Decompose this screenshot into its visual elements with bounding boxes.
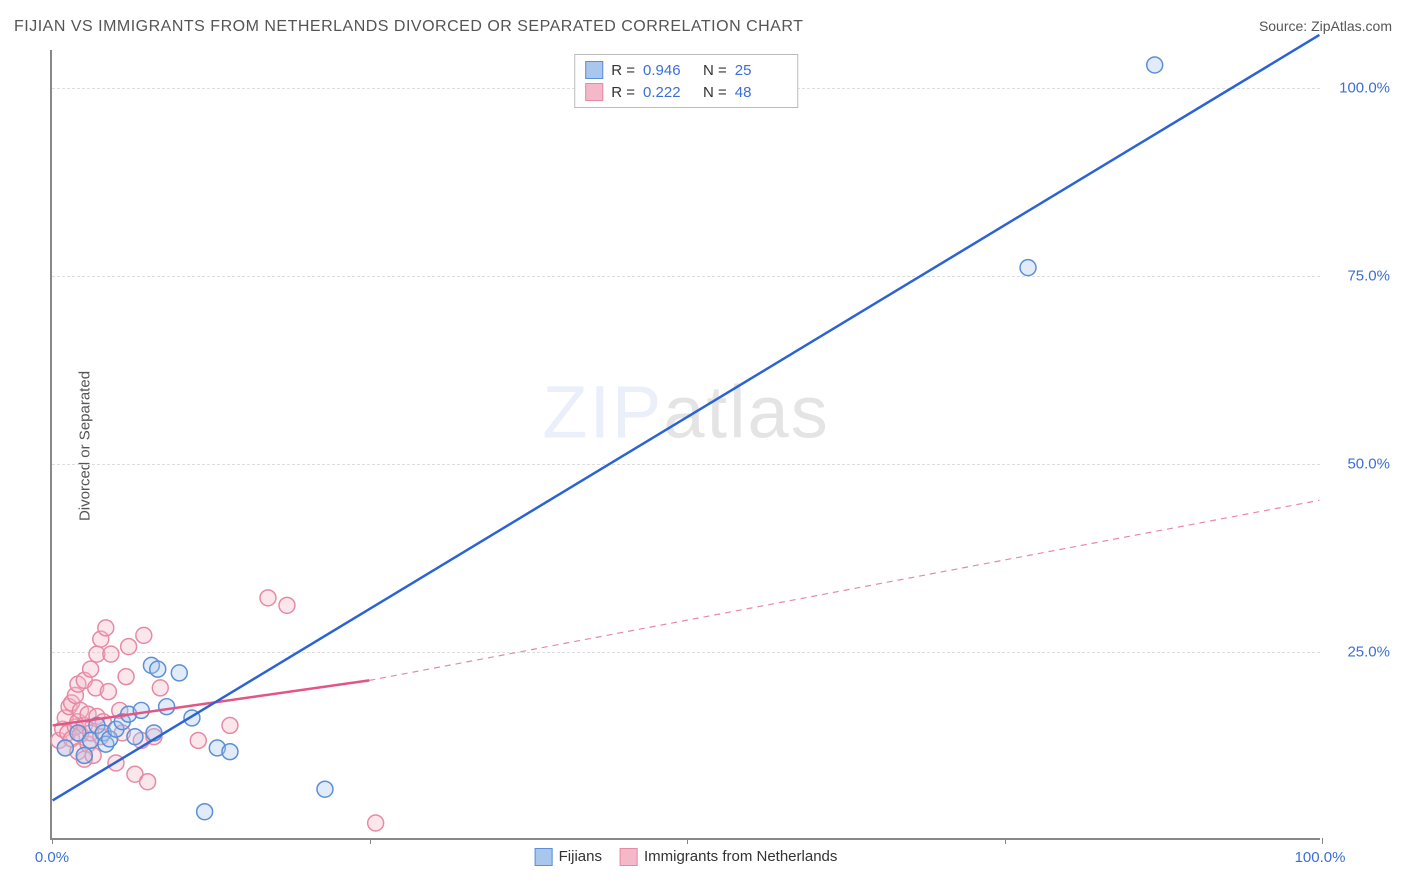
legend-swatch-fijians-bottom	[535, 848, 553, 866]
legend-swatch-fijians	[585, 61, 603, 79]
data-point	[317, 781, 333, 797]
data-point	[118, 669, 134, 685]
x-tick	[1322, 838, 1323, 844]
data-point	[57, 740, 73, 756]
data-point	[150, 661, 166, 677]
data-point	[98, 620, 114, 636]
data-point	[100, 684, 116, 700]
series-legend: Fijians Immigrants from Netherlands	[535, 848, 838, 866]
data-point	[1020, 260, 1036, 276]
data-point	[121, 639, 137, 655]
x-tick	[370, 838, 371, 844]
chart-title: FIJIAN VS IMMIGRANTS FROM NETHERLANDS DI…	[14, 18, 803, 36]
data-point	[222, 744, 238, 760]
n-label: N =	[703, 84, 727, 101]
data-point	[136, 627, 152, 643]
x-tick	[1005, 838, 1006, 844]
n-value-netherlands: 48	[735, 84, 787, 101]
n-value-fijians: 25	[735, 62, 787, 79]
correlation-legend: R = 0.946 N = 25 R = 0.222 N = 48	[574, 54, 798, 108]
trendline-fijians	[53, 35, 1320, 800]
plot-svg	[52, 50, 1320, 838]
x-tick	[52, 838, 53, 844]
y-tick-label: 50.0%	[1347, 455, 1390, 472]
y-tick-label: 100.0%	[1339, 79, 1390, 96]
legend-swatch-netherlands	[585, 83, 603, 101]
legend-item-fijians: Fijians	[535, 848, 602, 866]
r-label: R =	[611, 62, 635, 79]
x-tick-label-max: 100.0%	[1295, 849, 1346, 866]
r-value-netherlands: 0.222	[643, 84, 695, 101]
data-point	[133, 702, 149, 718]
data-point	[279, 597, 295, 613]
data-point	[140, 774, 156, 790]
legend-row-fijians: R = 0.946 N = 25	[585, 59, 787, 81]
y-tick-label: 75.0%	[1347, 267, 1390, 284]
legend-label-fijians: Fijians	[559, 848, 602, 865]
data-point	[222, 717, 238, 733]
data-point	[127, 729, 143, 745]
n-label: N =	[703, 62, 727, 79]
legend-row-netherlands: R = 0.222 N = 48	[585, 81, 787, 103]
y-tick-label: 25.0%	[1347, 643, 1390, 660]
data-point	[190, 732, 206, 748]
legend-label-netherlands: Immigrants from Netherlands	[644, 848, 837, 865]
r-value-fijians: 0.946	[643, 62, 695, 79]
plot-area: 25.0%50.0%75.0%100.0% 0.0% 100.0% ZIPatl…	[50, 50, 1320, 840]
source-attribution: Source: ZipAtlas.com	[1259, 18, 1392, 34]
legend-item-netherlands: Immigrants from Netherlands	[620, 848, 837, 866]
x-tick-label-min: 0.0%	[35, 849, 69, 866]
data-point	[368, 815, 384, 831]
data-point	[197, 804, 213, 820]
correlation-chart: FIJIAN VS IMMIGRANTS FROM NETHERLANDS DI…	[0, 0, 1406, 892]
trendline-netherlands-dashed	[369, 500, 1319, 680]
data-point	[152, 680, 168, 696]
x-tick	[687, 838, 688, 844]
source-label: Source:	[1259, 18, 1311, 34]
data-point	[103, 646, 119, 662]
data-point	[171, 665, 187, 681]
legend-swatch-netherlands-bottom	[620, 848, 638, 866]
data-point	[1147, 57, 1163, 73]
data-point	[76, 747, 92, 763]
r-label: R =	[611, 84, 635, 101]
data-point	[83, 661, 99, 677]
data-point	[260, 590, 276, 606]
data-point	[159, 699, 175, 715]
source-link[interactable]: ZipAtlas.com	[1311, 18, 1392, 34]
